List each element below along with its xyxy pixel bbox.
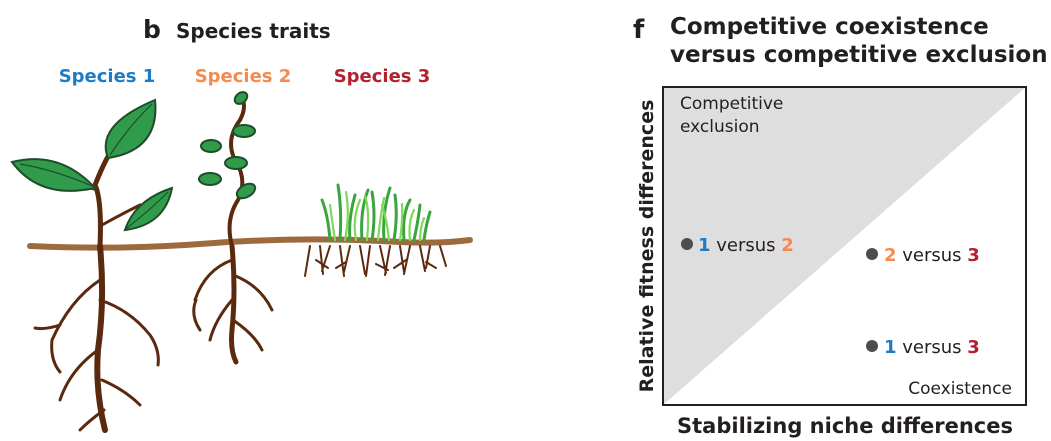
species-label: Species 1 [59,66,156,87]
x-axis-label: Stabilizing niche differences [677,414,1013,438]
species-number: 1 [698,235,711,256]
versus: versus [902,245,961,266]
comparison-point [866,248,878,260]
species-number: 3 [967,337,980,358]
panel-title-line: versus competitive exclusion [670,42,1048,68]
species-number: 2 [781,235,794,256]
comparison-label: 1 versus 2 [698,235,794,256]
versus: versus [716,235,775,256]
species-label: Species 3 [334,66,431,87]
plant-illustration [12,90,470,430]
species-number: 3 [967,245,980,266]
panel-title-line: Competitive coexistence [670,14,989,40]
panel-letter: f [633,15,645,45]
region-label: Competitive [680,94,783,114]
species-number: 2 [884,245,897,266]
region-label: Coexistence [908,379,1012,399]
region-label: exclusion [680,117,760,137]
comparison-point [866,340,878,352]
panel-title: Species traits [176,19,331,43]
species-label: Species 2 [195,66,292,87]
comparison-label: 2 versus 3 [884,245,980,266]
comparison-label: 1 versus 3 [884,337,980,358]
panel-letter: b [143,15,161,44]
comparison-point [681,238,693,250]
versus: versus [902,337,961,358]
y-axis-label: Relative fitness differences [636,100,658,393]
figure: b Species traits Species 1 Species 2 Spe… [0,0,1051,441]
species-number: 1 [884,337,897,358]
